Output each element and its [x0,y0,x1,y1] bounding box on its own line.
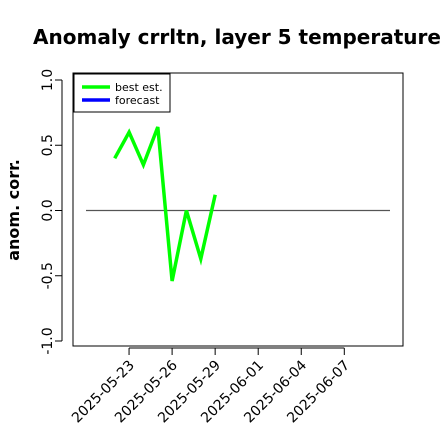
legend: best est. forecast [73,73,171,113]
y-axis: -1.0 -0.5 0.0 0.5 1.0 [40,69,63,355]
series-line-best-est [113,126,217,282]
y-tick-label: -1.0 [40,327,56,354]
y-axis-label: anom. corr. [4,159,23,261]
x-axis: 2025-05-232025-05-262025-05-292025-06-01… [69,347,353,426]
chart-title: Anomaly crrltn, layer 5 temperature [33,25,440,49]
legend-label-best-est: best est. [115,81,163,94]
y-tick-label: 0.5 [40,134,56,156]
legend-label-forecast: forecast [115,94,160,107]
series-layer [113,126,217,282]
y-tick-label: 0.0 [40,199,56,221]
y-tick-label: 1.0 [40,69,56,91]
y-tick-label: -0.5 [40,262,56,289]
legend-box [73,73,171,113]
plot-area [72,72,404,347]
